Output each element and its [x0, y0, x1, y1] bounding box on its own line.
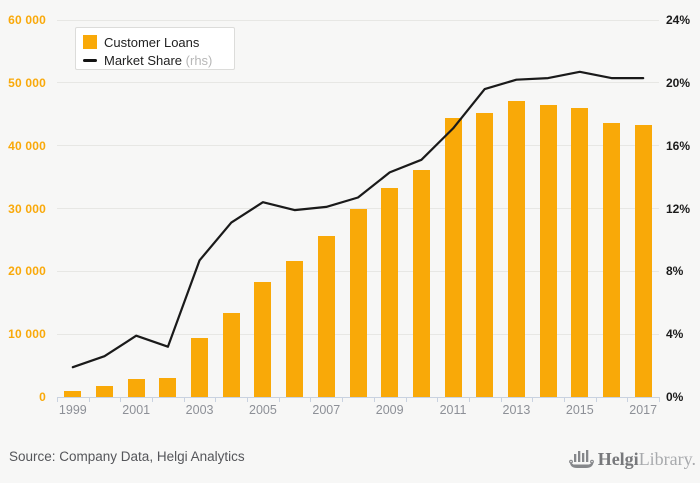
bar-2006 [286, 261, 304, 397]
bar-2005 [254, 282, 272, 397]
x-axis-label: 2003 [185, 403, 214, 417]
gridline [57, 82, 659, 84]
bar-2017 [634, 124, 652, 397]
x-axis-label: 2007 [312, 403, 341, 417]
x-axis-tick [437, 397, 439, 402]
gridline [57, 145, 659, 147]
x-axis-tick [405, 397, 407, 402]
legend: Customer Loans Market Share (rhs) [75, 27, 235, 70]
x-axis-tick [183, 397, 185, 402]
legend-label-customer-loans: Customer Loans [104, 34, 200, 50]
bar-2014 [539, 105, 557, 397]
bar-2000 [96, 386, 114, 397]
bar-2012 [476, 112, 494, 397]
bar-2004 [222, 312, 240, 397]
x-axis-tick [500, 397, 502, 402]
legend-item-customer-loans: Customer Loans [83, 34, 226, 50]
x-axis-label: 2011 [439, 403, 467, 417]
x-axis-tick [563, 397, 565, 402]
legend-label-market-share: Market Share (rhs) [104, 52, 213, 68]
y-axis-label-right: 8% [666, 264, 684, 279]
x-axis-tick [120, 397, 122, 402]
y-axis-label-right: 0% [666, 390, 684, 404]
viking-ship-icon [568, 450, 594, 468]
bar-1999 [64, 390, 82, 397]
source-text: Source: Company Data, Helgi Analytics [9, 449, 245, 464]
x-axis-tick [468, 397, 470, 402]
x-axis-tick [659, 397, 660, 402]
x-axis-tick [88, 397, 90, 402]
customer-loans-swatch-icon [83, 35, 97, 49]
logo-text: HelgiLibrary. [597, 449, 696, 469]
y-axis-label-left: 0 [39, 390, 46, 404]
bar-2001 [127, 378, 145, 397]
gridline [57, 208, 659, 209]
bar-2008 [349, 209, 367, 397]
market-share-line-swatch-icon [83, 58, 97, 62]
gridline [57, 19, 659, 21]
x-axis-label: 2005 [249, 403, 277, 417]
y-axis-label-left: 10 000 [8, 327, 46, 342]
helgi-library-logo: HelgiLibrary. [568, 448, 696, 471]
y-axis-label-right: 4% [666, 327, 684, 342]
x-axis-label: 2009 [375, 403, 404, 417]
y-axis-label-right: 16% [666, 138, 691, 153]
bar-2003 [191, 337, 209, 397]
x-axis-line [57, 397, 659, 398]
bar-2009 [381, 187, 399, 397]
x-axis-tick [595, 397, 597, 402]
y-axis-label-left: 60 000 [8, 13, 46, 27]
legend-label-rhs-suffix: (rhs) [185, 52, 213, 68]
y-axis-label-left: 40 000 [8, 138, 46, 153]
bar-2010 [412, 169, 430, 397]
x-axis-label: 2013 [502, 403, 531, 417]
bar-2011 [444, 118, 462, 397]
bar-2013 [507, 101, 525, 397]
x-axis-tick [215, 397, 217, 402]
x-axis-tick [627, 397, 629, 402]
y-axis-label-left: 30 000 [8, 201, 46, 216]
x-axis-tick [532, 397, 534, 402]
y-axis-label-right: 24% [666, 13, 691, 27]
x-axis-tick [57, 397, 58, 402]
y-axis-label-left: 20 000 [8, 264, 46, 279]
x-axis-tick [278, 397, 280, 402]
x-axis-tick [342, 397, 344, 402]
x-axis-tick [310, 397, 312, 402]
bar-2007 [317, 236, 335, 397]
bar-2002 [159, 378, 177, 397]
y-axis-label-right: 20% [666, 75, 691, 90]
x-axis-tick [152, 397, 154, 402]
x-axis-tick [373, 397, 375, 402]
x-axis-label: 2001 [122, 403, 151, 417]
y-axis-label-left: 50 000 [8, 75, 46, 90]
bar-2015 [571, 107, 589, 397]
legend-item-market-share: Market Share (rhs) [83, 52, 226, 68]
bar-2016 [602, 123, 620, 397]
x-axis-label: 2015 [565, 403, 594, 417]
x-axis-tick [247, 397, 249, 402]
x-axis-label: 1999 [58, 403, 87, 417]
y-axis-label-right: 12% [666, 201, 691, 216]
x-axis-label: 2017 [629, 403, 658, 417]
